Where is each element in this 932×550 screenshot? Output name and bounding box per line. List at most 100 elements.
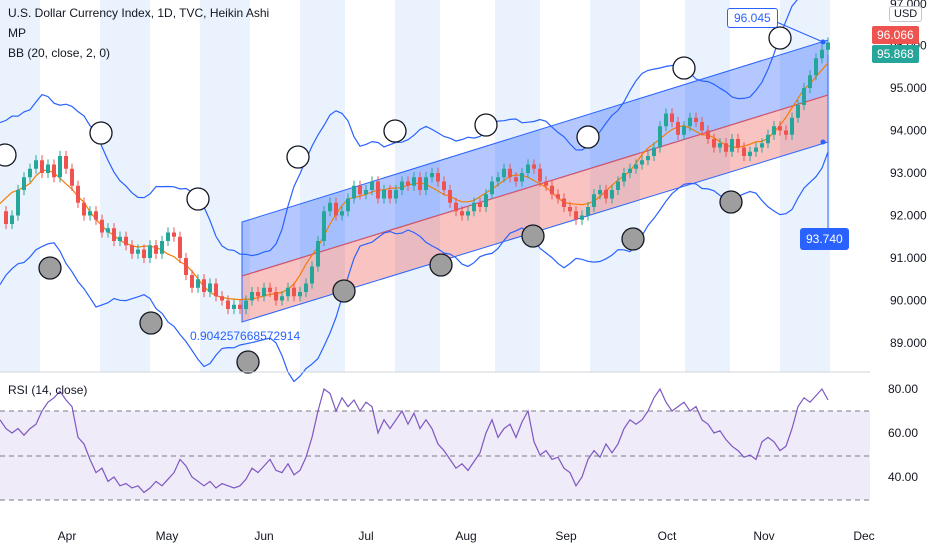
candle-body xyxy=(760,143,764,148)
candle-body xyxy=(82,202,86,216)
month-tick-label: Jun xyxy=(254,529,273,543)
candle-body xyxy=(454,202,458,212)
candle-body xyxy=(658,126,662,148)
candle-body xyxy=(814,58,818,76)
candle-body xyxy=(346,198,350,212)
candle-body xyxy=(778,126,782,131)
candle-body xyxy=(472,202,476,212)
candle-body xyxy=(502,168,506,178)
candle-body xyxy=(532,164,536,169)
mp-low-marker xyxy=(139,311,163,335)
session-band xyxy=(685,0,730,372)
candle-body xyxy=(136,249,140,254)
time-axis: Apr May Jun Jul Aug Sep Oct Nov Dec xyxy=(58,529,875,543)
currency-badge[interactable]: USD xyxy=(889,6,923,22)
candle-body xyxy=(22,177,26,190)
candle-body xyxy=(436,173,440,182)
candle-body xyxy=(76,185,80,203)
session-band xyxy=(590,0,640,372)
upper-callout[interactable]: 96.045 xyxy=(727,8,778,28)
candle-body xyxy=(208,283,212,292)
candle-body xyxy=(424,177,428,190)
candle-body xyxy=(628,168,632,173)
mp-low-marker xyxy=(236,350,260,374)
candle-body xyxy=(622,173,626,182)
month-tick-label: Dec xyxy=(853,529,874,543)
rsi-tick-label: 60.00 xyxy=(888,426,918,440)
candle-body xyxy=(664,113,668,127)
month-tick-label: Aug xyxy=(455,529,476,543)
candle-body xyxy=(580,215,584,220)
candle-body xyxy=(118,236,122,241)
candle-body xyxy=(388,190,392,199)
month-tick-label: Nov xyxy=(753,529,774,543)
candle-body xyxy=(652,147,656,156)
candle-body xyxy=(670,113,674,122)
candle-body xyxy=(808,75,812,88)
mp-high-marker xyxy=(89,121,113,145)
candle-body xyxy=(202,279,206,292)
candle-body xyxy=(268,287,272,292)
candle-body xyxy=(706,130,710,139)
candle-body xyxy=(340,211,344,216)
candle-body xyxy=(730,139,734,152)
candle-body xyxy=(148,245,152,258)
candle-body xyxy=(250,292,254,301)
candle-body xyxy=(298,292,302,297)
candle-body xyxy=(280,296,284,301)
session-band xyxy=(0,0,40,372)
last-price-tag: 96.066 xyxy=(872,26,919,44)
candle-body xyxy=(310,266,314,284)
mp-legend: MP xyxy=(8,26,26,40)
candle-body xyxy=(70,168,74,186)
mp-low-marker xyxy=(38,256,62,280)
candle-body xyxy=(736,139,740,148)
mp-high-marker xyxy=(383,119,407,143)
candle-body xyxy=(316,241,320,267)
candle-body xyxy=(544,181,548,186)
candle-body xyxy=(802,88,806,105)
candle-body xyxy=(682,126,686,135)
candle-body xyxy=(796,105,800,118)
candle-body xyxy=(538,168,542,182)
candle-body xyxy=(112,228,116,241)
price-tick-label: 91.000 xyxy=(890,251,927,265)
mp-high-marker xyxy=(474,113,498,137)
candle-body xyxy=(526,164,530,173)
lower-callout[interactable]: 93.740 xyxy=(800,228,849,250)
candle-body xyxy=(466,211,470,216)
candle-body xyxy=(106,228,110,233)
rsi-pane xyxy=(0,387,870,501)
candle-body xyxy=(784,130,788,135)
candle-body xyxy=(418,177,422,190)
callout-anchor-upper xyxy=(820,39,826,45)
candle-body xyxy=(142,249,146,258)
candle-body xyxy=(160,241,164,254)
candle-body xyxy=(256,292,260,297)
fib-label: 0.904257668572914 xyxy=(190,329,301,343)
candle-body xyxy=(676,122,680,135)
mp-high-marker xyxy=(286,145,310,169)
mp-high-marker xyxy=(768,26,792,50)
candle-body xyxy=(442,181,446,190)
session-band xyxy=(300,0,345,372)
candle-body xyxy=(172,232,176,237)
candle-body xyxy=(766,134,770,144)
candle-body xyxy=(358,185,362,195)
candle-body xyxy=(394,190,398,199)
regression-channel xyxy=(241,19,829,323)
candle-body xyxy=(820,49,824,59)
mp-high-marker xyxy=(672,56,696,80)
candle-body xyxy=(304,283,308,292)
candle-body xyxy=(478,202,482,207)
candle-body xyxy=(610,190,614,199)
candle-body xyxy=(514,177,518,182)
candle-body xyxy=(34,160,38,169)
price-axis: 96.00095.00094.00093.00092.00091.00090.0… xyxy=(890,0,927,350)
candle-body xyxy=(196,279,200,288)
price-tick-label: 93.000 xyxy=(890,166,927,180)
candle-body xyxy=(334,202,338,216)
candle-body xyxy=(430,173,434,178)
candle-body xyxy=(58,156,62,178)
